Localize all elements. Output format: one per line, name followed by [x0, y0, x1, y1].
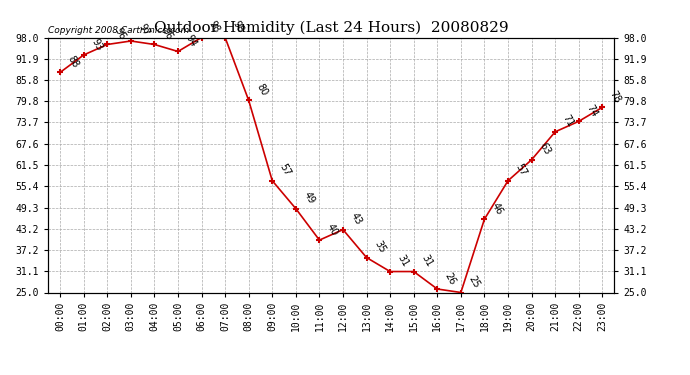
Text: 43: 43 [348, 211, 364, 227]
Title: Outdoor Humidity (Last 24 Hours)  20080829: Outdoor Humidity (Last 24 Hours) 2008082… [154, 21, 509, 35]
Text: 80: 80 [254, 82, 269, 98]
Text: 57: 57 [513, 162, 529, 178]
Text: 31: 31 [420, 253, 434, 269]
Text: 71: 71 [561, 113, 575, 129]
Text: 94: 94 [184, 33, 198, 49]
Text: 57: 57 [278, 162, 293, 178]
Text: 25: 25 [466, 274, 482, 290]
Text: 31: 31 [395, 253, 411, 269]
Text: 49: 49 [302, 190, 316, 206]
Text: 97: 97 [137, 22, 151, 38]
Text: 98: 98 [207, 19, 222, 35]
Text: 93: 93 [89, 37, 104, 52]
Text: 40: 40 [325, 222, 339, 237]
Text: 98: 98 [230, 19, 246, 35]
Text: 63: 63 [537, 141, 552, 157]
Text: 78: 78 [608, 89, 622, 105]
Text: 26: 26 [443, 270, 457, 286]
Text: 46: 46 [490, 201, 505, 216]
Text: 96: 96 [112, 26, 128, 42]
Text: 96: 96 [160, 26, 175, 42]
Text: 35: 35 [372, 239, 387, 255]
Text: 88: 88 [66, 54, 81, 70]
Text: 74: 74 [584, 103, 599, 118]
Text: Copyright 2008 Cartronics.com: Copyright 2008 Cartronics.com [48, 26, 190, 35]
